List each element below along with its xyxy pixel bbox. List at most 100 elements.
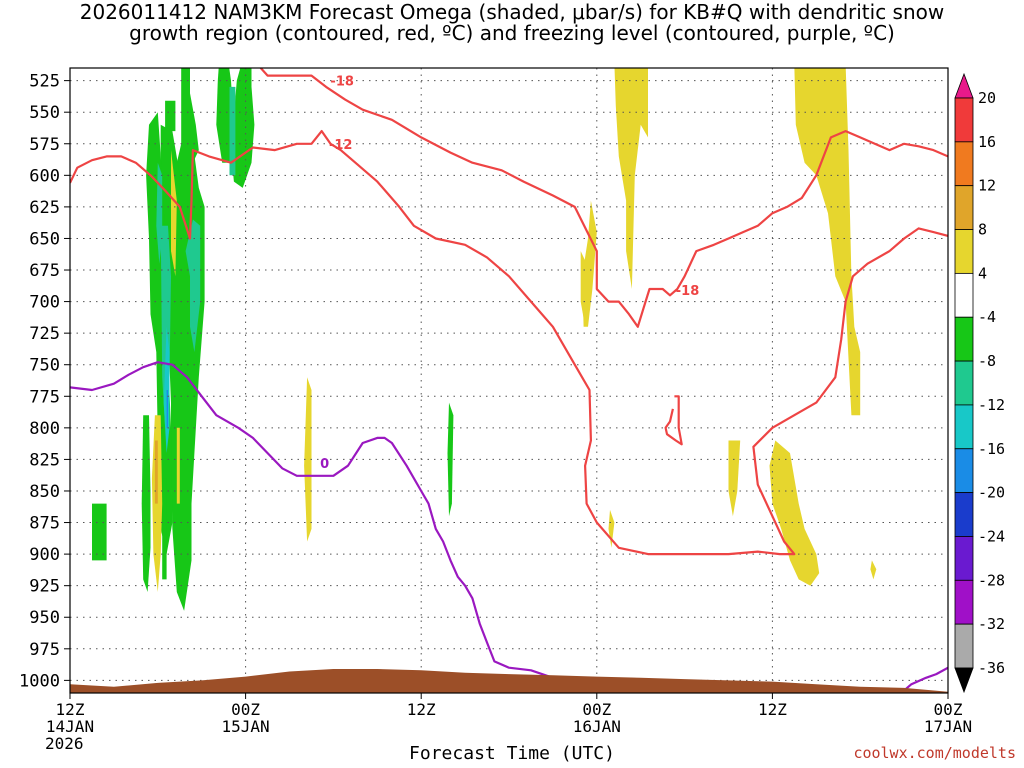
colorbar-label-12: -32 bbox=[978, 615, 1005, 633]
colorbar-bottom-arrow bbox=[954, 667, 974, 694]
colorbar-bin-3 bbox=[954, 185, 974, 230]
omega-shade-yellow-20 bbox=[176, 427, 180, 504]
colorbar-label-4: 4 bbox=[978, 264, 987, 282]
omega-shade-yellow-26 bbox=[794, 68, 861, 416]
dgz-contour-0-label: -18 bbox=[330, 75, 354, 90]
colorbar: 20 16 12 8 4 -4 -8 -12 -16 -20 -24 -28 -32 -36 bbox=[954, 72, 1005, 694]
y-tick-label-750: 750 bbox=[29, 356, 60, 376]
credit-link[interactable]: coolwx.com/modelts bbox=[853, 744, 1016, 762]
omega-shade-green-0 bbox=[165, 100, 176, 132]
omega-shade-teal-12 bbox=[156, 162, 163, 264]
dgz-contour-2-label: -12 bbox=[329, 138, 353, 153]
y-tick-label-700: 700 bbox=[29, 293, 60, 313]
colorbar-label-2: 12 bbox=[978, 177, 996, 195]
y-tick-label-1000: 1000 bbox=[19, 671, 60, 691]
colorbar-bin-5 bbox=[954, 272, 974, 318]
x-tick-label-12-1: 00Z bbox=[231, 700, 260, 719]
colorbar-top-arrow bbox=[954, 72, 974, 99]
dgz-contour-2 bbox=[70, 130, 948, 556]
omega-shade-green-8 bbox=[162, 478, 167, 580]
y-tick-label-800: 800 bbox=[29, 419, 60, 439]
y-tick-label-950: 950 bbox=[29, 608, 60, 628]
x-tick-label-0-2: 14JAN bbox=[46, 717, 94, 736]
colorbar-label-11: -28 bbox=[978, 571, 1005, 589]
dgz-contour-1 bbox=[664, 395, 683, 446]
colorbar-bin-9 bbox=[954, 448, 974, 494]
y-tick-label-600: 600 bbox=[29, 166, 60, 186]
colorbar-bin-7 bbox=[954, 360, 974, 406]
colorbar-label-0: 20 bbox=[978, 89, 996, 107]
chart-title: 2026011412 NAM3KM Forecast Omega (shaded… bbox=[0, 2, 1024, 44]
colorbar-bin-12 bbox=[954, 579, 974, 625]
x-tick-label-36-1: 00Z bbox=[582, 700, 611, 719]
x-tick-label-60-1: 00Z bbox=[934, 700, 963, 719]
colorbar-label-5: -4 bbox=[978, 308, 996, 326]
y-tick-label-675: 675 bbox=[29, 261, 60, 281]
y-tick-label-775: 775 bbox=[29, 387, 60, 407]
x-tick-label-36-2: 16JAN bbox=[573, 717, 621, 736]
omega-shade-yellow-19 bbox=[171, 150, 177, 277]
chart-title-line-1: 2026011412 NAM3KM Forecast Omega (shaded… bbox=[79, 0, 945, 24]
colorbar-label-6: -8 bbox=[978, 352, 996, 370]
omega-shade-teal-11 bbox=[185, 219, 201, 353]
omega-shade-teal-14 bbox=[229, 86, 236, 176]
y-tick-label-525: 525 bbox=[29, 72, 60, 92]
x-tick-label-48-1: 12Z bbox=[758, 700, 787, 719]
colorbar-bin-8 bbox=[954, 404, 974, 450]
omega-shade-yellow-22 bbox=[614, 68, 648, 289]
omega-shade-blue-16 bbox=[166, 390, 168, 428]
colorbar-bin-6 bbox=[954, 316, 974, 362]
omega-shade-green-10 bbox=[447, 402, 454, 517]
omega-shade-green-6 bbox=[146, 112, 173, 555]
y-tick-label-575: 575 bbox=[29, 135, 60, 155]
plot-area: -18 -18 -12 0 bbox=[70, 68, 948, 693]
dgz-contour-0 bbox=[259, 68, 948, 328]
y-tick-label-875: 875 bbox=[29, 514, 60, 534]
y-tick-label-625: 625 bbox=[29, 198, 60, 218]
x-tick-label-0-1: 12Z bbox=[56, 700, 85, 719]
y-tick-label-850: 850 bbox=[29, 482, 60, 502]
omega-shade-green-1 bbox=[181, 68, 199, 163]
omega-shade-yellow-28 bbox=[728, 440, 741, 517]
colorbar-label-3: 8 bbox=[978, 221, 987, 239]
omega-shade-yellow-21 bbox=[304, 377, 312, 542]
colorbar-bin-2 bbox=[954, 141, 974, 187]
omega-shade-green-7 bbox=[141, 415, 151, 592]
colorbar-bin-4 bbox=[954, 229, 974, 274]
x-tick-label-24-1: 12Z bbox=[407, 700, 436, 719]
omega-shade-yellow-24 bbox=[580, 251, 587, 327]
grid-lines bbox=[70, 68, 948, 693]
x-tick-label-12-2: 15JAN bbox=[222, 717, 270, 736]
colorbar-label-1: 16 bbox=[978, 133, 996, 151]
colorbar-label-10: -24 bbox=[978, 527, 1005, 545]
omega-shade-yellow-29 bbox=[870, 560, 877, 580]
y-tick-label-650: 650 bbox=[29, 229, 60, 249]
omega-shade-green-9 bbox=[92, 503, 107, 561]
y-tick-label-925: 925 bbox=[29, 577, 60, 597]
plot-frame bbox=[69, 67, 949, 694]
y-tick-label-900: 900 bbox=[29, 545, 60, 565]
colorbar-bin-11 bbox=[954, 536, 974, 581]
omega-shade-yellow-27 bbox=[769, 440, 820, 586]
y-tick-label-975: 975 bbox=[29, 640, 60, 660]
y-tick-label-550: 550 bbox=[29, 103, 60, 123]
x-axis-label: Forecast Time (UTC) bbox=[409, 743, 615, 764]
colorbar-label-13: -36 bbox=[978, 659, 1005, 677]
y-tick-label-725: 725 bbox=[29, 324, 60, 344]
x-tick-label-0-3: 2026 bbox=[45, 734, 84, 753]
freezing-contour-0 bbox=[70, 361, 583, 688]
colorbar-bin-13 bbox=[954, 623, 974, 669]
y-tick-label-825: 825 bbox=[29, 450, 60, 470]
ground-terrain bbox=[70, 669, 948, 693]
colorbar-label-8: -16 bbox=[978, 440, 1005, 458]
dgz-contour-1-label: -18 bbox=[676, 284, 700, 299]
freezing-contour-0-label: 0 bbox=[320, 457, 329, 472]
colorbar-label-9: -20 bbox=[978, 484, 1005, 502]
freezing-contour-1 bbox=[900, 666, 948, 693]
omega-shade-orange-18 bbox=[154, 440, 158, 504]
colorbar-label-7: -12 bbox=[978, 396, 1005, 414]
chart-title-line-2: growth region (contoured, red, ºC) and f… bbox=[129, 21, 895, 45]
x-tick-label-60-2: 17JAN bbox=[924, 717, 972, 736]
colorbar-bin-1 bbox=[954, 97, 974, 143]
